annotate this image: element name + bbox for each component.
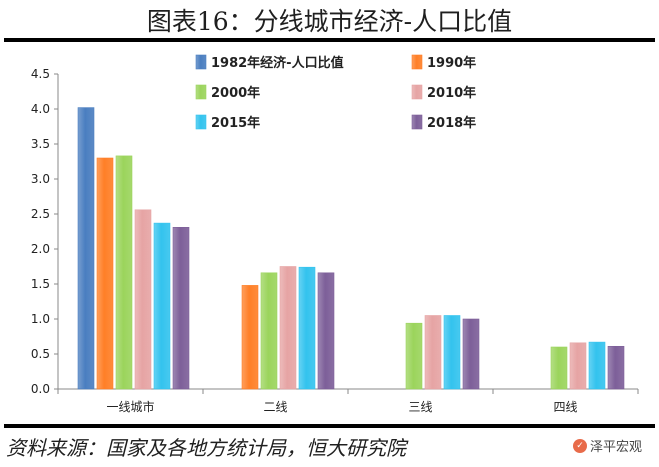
legend-swatch <box>195 54 207 70</box>
x-tick-label: 二线 <box>263 400 287 414</box>
y-tick-label: 1.5 <box>31 277 50 291</box>
bar <box>462 318 480 390</box>
watermark-text: 泽平宏观 <box>590 440 643 455</box>
y-tick-label: 3.5 <box>31 137 50 151</box>
bar <box>443 315 461 390</box>
legend-label: 1982年经济-人口比值 <box>211 55 344 71</box>
watermark: ✓ 泽平宏观 <box>573 436 642 455</box>
chart-axes: 0.0 0.5 1.0 1.5 2.0 2.5 3.0 3.5 4.0 4.5 一线城市 二线 三线 四线 <box>31 67 639 414</box>
bar-chart: 0.0 0.5 1.0 1.5 2.0 2.5 3.0 3.5 4.0 4.5 一线城市 二线 三线 四线… <box>31 54 639 414</box>
legend-label: 2015年 <box>211 115 260 131</box>
legend-swatch <box>411 54 423 70</box>
legend-swatch <box>195 84 207 100</box>
x-tick-label: 一线城市 <box>106 399 154 414</box>
bar <box>134 209 152 390</box>
bottom-rule <box>4 424 655 428</box>
legend-label: 2018年 <box>427 115 476 131</box>
legend-swatch <box>411 114 423 130</box>
y-tick-label: 2.0 <box>31 242 50 256</box>
y-tick-label: 0.0 <box>31 382 50 396</box>
bar <box>96 157 114 390</box>
legend-swatch <box>411 84 423 100</box>
bar <box>241 285 259 390</box>
legend-label: 1990年 <box>427 55 476 71</box>
wechat-icon: ✓ <box>573 438 587 453</box>
bar <box>607 345 625 390</box>
bar <box>172 227 190 390</box>
source-note: 资料来源：国家及各地方统计局，恒大研究院 <box>6 436 406 460</box>
bar <box>77 107 95 390</box>
legend-swatch <box>195 114 207 130</box>
bar <box>279 266 297 390</box>
y-tick-label: 1.0 <box>31 312 50 326</box>
bar <box>569 342 587 390</box>
y-tick-label: 0.5 <box>31 347 50 361</box>
x-tick-label: 三线 <box>408 400 432 414</box>
bar <box>550 346 568 390</box>
chart-bars <box>77 107 625 390</box>
chart-legend: 1982年经济-人口比值 1990年 2000年 2010年 2015年 2018年 <box>195 54 476 131</box>
legend-label: 2010年 <box>427 85 476 101</box>
bar <box>424 315 442 390</box>
y-tick-label: 3.0 <box>31 172 50 186</box>
bar <box>588 341 606 390</box>
y-tick-label: 4.5 <box>31 67 50 81</box>
bar <box>115 155 133 390</box>
bar <box>153 222 171 390</box>
x-tick-label: 四线 <box>553 400 577 414</box>
chart-title: 图表16：分线城市经济-人口比值 <box>146 7 513 36</box>
y-tick-label: 4.0 <box>31 102 50 116</box>
bar <box>298 266 316 390</box>
top-rule <box>4 38 655 42</box>
legend-label: 2000年 <box>211 85 260 101</box>
bar <box>260 272 278 390</box>
bar <box>405 322 423 390</box>
y-tick-label: 2.5 <box>31 207 50 221</box>
bar <box>317 272 335 390</box>
